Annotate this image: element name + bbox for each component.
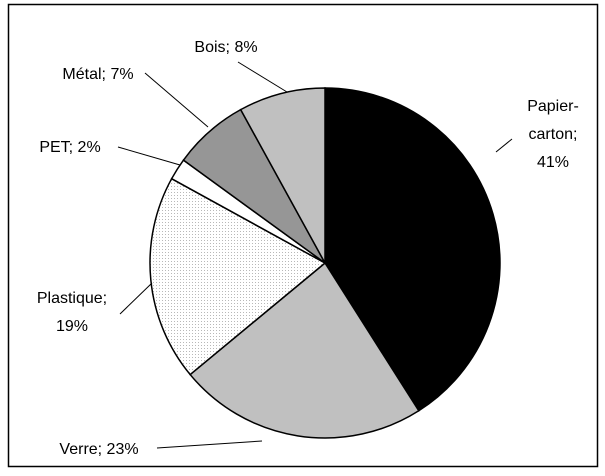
leader-line bbox=[156, 440, 263, 449]
pie-slice bbox=[239, 87, 326, 264]
data-label: Plastique; 19% bbox=[37, 290, 107, 335]
pie-slice bbox=[189, 261, 420, 439]
leader-line bbox=[117, 146, 181, 166]
data-label: Papier-carton; 41% bbox=[527, 98, 579, 171]
leader-line bbox=[144, 72, 209, 128]
pie-slice bbox=[324, 87, 501, 412]
leader-line bbox=[237, 61, 288, 93]
data-label: PET; 2% bbox=[39, 139, 100, 156]
leader-line bbox=[495, 138, 513, 153]
leader-line bbox=[119, 282, 153, 315]
pie-slice bbox=[149, 177, 327, 376]
data-label: Bois; 8% bbox=[194, 39, 257, 56]
data-label: Métal; 7% bbox=[62, 66, 133, 83]
data-label: Verre; 23% bbox=[59, 441, 138, 458]
